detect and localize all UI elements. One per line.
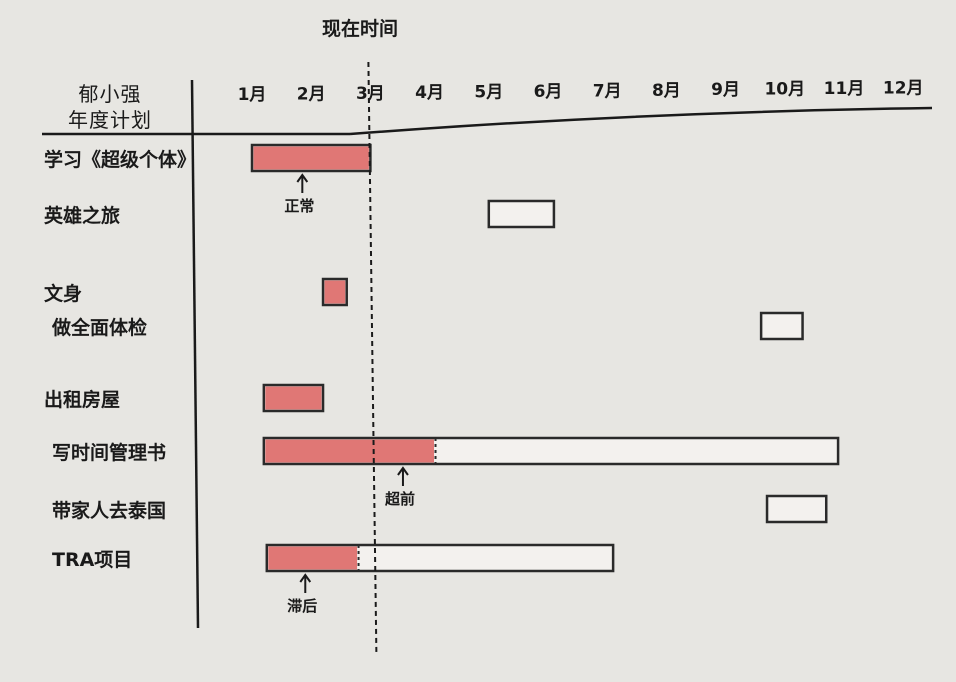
task-label: TRA项目	[52, 549, 133, 571]
task-label: 写时间管理书	[52, 442, 167, 464]
month-label: 9月	[711, 80, 740, 100]
annotation-label: 超前	[384, 490, 415, 508]
month-label: 8月	[652, 81, 681, 101]
task-bar-outline	[487, 199, 556, 229]
task-bar	[262, 383, 325, 413]
task-bar	[321, 277, 348, 307]
task-label: 学习《超级个体》	[44, 149, 197, 171]
annotation-label: 滞后	[287, 597, 318, 615]
month-label: 4月	[415, 83, 444, 103]
task-progress-fill	[265, 439, 435, 463]
month-label: 3月	[356, 84, 385, 104]
task-bar	[487, 199, 556, 229]
task-progress-fill	[324, 280, 346, 304]
task-label: 带家人去泰国	[52, 500, 167, 522]
task-progress-fill	[268, 546, 358, 570]
annotation-label: 正常	[284, 197, 315, 215]
month-label: 10月	[764, 80, 805, 100]
owner-name: 郁小强	[78, 82, 142, 106]
task-bar-outline	[759, 311, 804, 341]
task-bar	[262, 436, 840, 466]
month-label: 11月	[824, 79, 865, 99]
task-label: 做全面体检	[52, 317, 148, 339]
task-bar	[759, 311, 804, 341]
month-label: 12月	[883, 78, 924, 98]
task-progress-fill	[253, 146, 369, 170]
month-label: 2月	[297, 84, 326, 104]
header-line-right	[349, 106, 933, 136]
task-bar-outline	[765, 494, 828, 524]
month-label: 5月	[474, 83, 503, 103]
label-divider-line	[190, 79, 200, 629]
now-label: 现在时间	[321, 18, 398, 40]
annotation-arrow	[397, 466, 409, 486]
task-label: 出租房屋	[44, 389, 121, 411]
month-label: 6月	[534, 82, 563, 102]
annotation-arrow	[299, 573, 312, 593]
task-label: 英雄之旅	[44, 205, 121, 227]
task-bar	[265, 543, 615, 573]
task-bar	[250, 143, 372, 173]
plan-title: 年度计划	[68, 108, 152, 132]
task-progress-fill	[265, 386, 322, 410]
month-label: 1月	[238, 85, 267, 105]
task-bar	[765, 494, 828, 524]
month-label: 7月	[593, 81, 622, 101]
annotation-arrow	[296, 173, 309, 193]
task-label: 文身	[44, 283, 83, 305]
